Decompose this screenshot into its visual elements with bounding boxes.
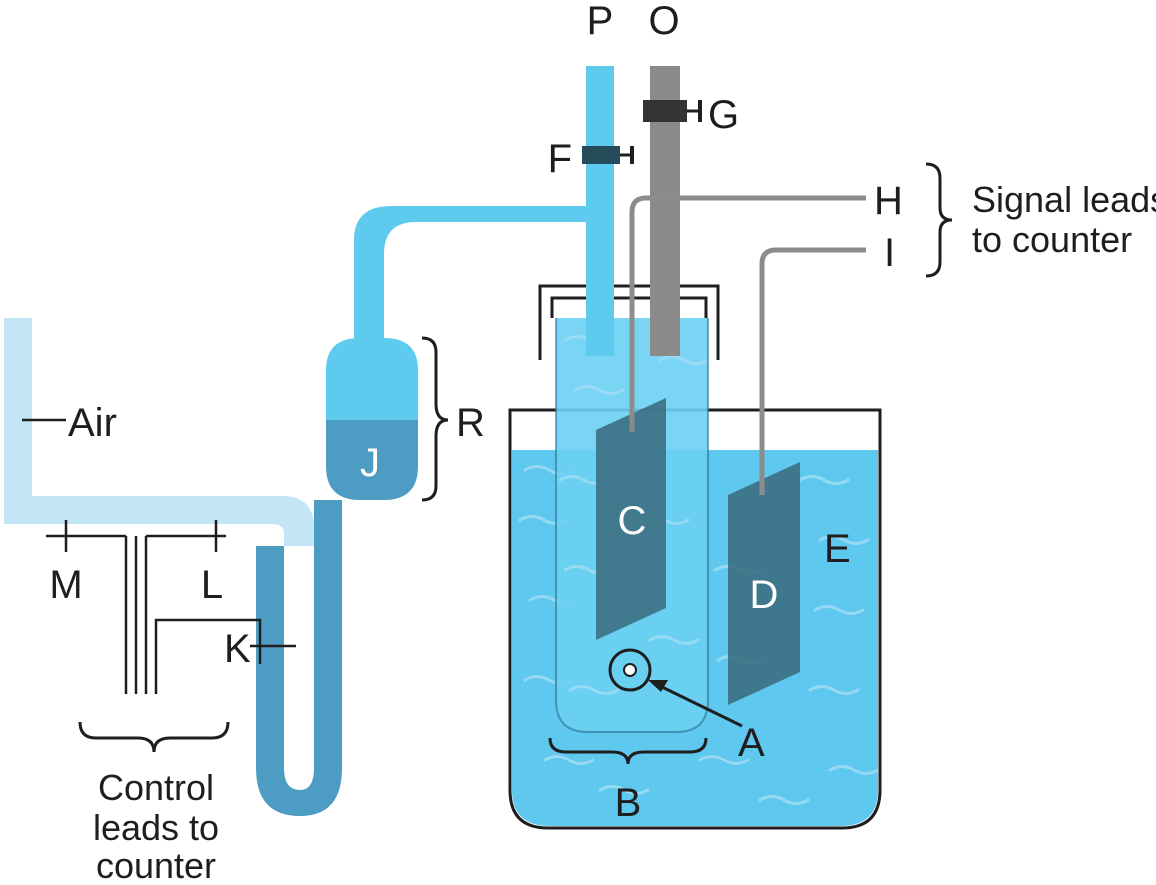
label-h: H [874,179,903,223]
lead-wire-i [759,247,866,495]
label-e: E [824,527,851,571]
outer-waves [518,465,878,805]
reservoir-j [326,338,418,500]
outer-vessel-outline [508,408,882,830]
control-leads-line2: leads to [93,807,219,848]
label-air: Air [68,401,117,445]
label-k: K [224,627,251,671]
aperture-a [608,648,652,692]
bracket-signal [925,162,953,278]
label-j: J [360,441,380,485]
label-p: P [587,0,614,43]
electrode-d [728,462,800,705]
label-d: D [750,573,779,617]
label-c: C [618,499,647,543]
lead-wire-h [629,195,866,432]
arrow-to-a [648,680,743,728]
inner-vessel-lid-inner [550,296,708,318]
signal-leads-line1: Signal leads [972,179,1156,220]
tube-p [354,66,614,356]
electrode-c [596,398,666,640]
control-contacts [46,520,296,694]
label-r: R [456,401,485,445]
stopcock-f [582,146,634,164]
label-m: M [49,563,82,607]
label-a: A [738,721,765,765]
control-leads-line3: counter [96,845,216,885]
u-tube-mercury [256,500,342,816]
label-b: B [615,781,642,825]
inner-vessel-lid [538,284,720,360]
label-l: L [201,563,223,607]
label-o: O [648,0,679,43]
label-g: G [708,93,739,137]
label-f: F [548,137,572,181]
bracket-b [548,737,708,765]
stopcock-g [643,100,702,122]
control-leads-line1: Control [98,767,214,808]
inner-vessel-outline [555,318,709,733]
bracket-r [421,336,449,502]
signal-leads-line2: to counter [972,219,1132,260]
air-tube [4,318,314,546]
bracket-control [78,721,230,753]
label-i: I [884,231,895,275]
